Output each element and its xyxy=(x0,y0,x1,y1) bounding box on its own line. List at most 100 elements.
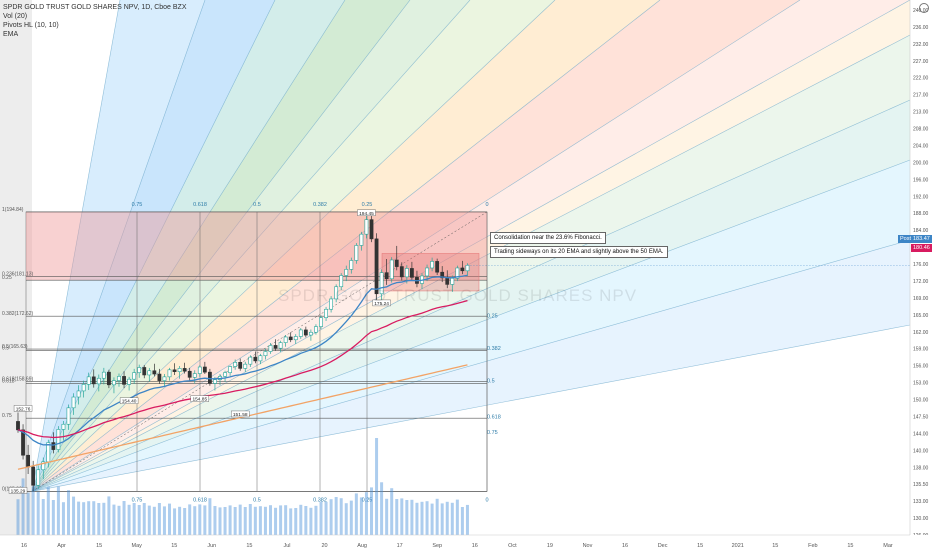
candle-body xyxy=(61,423,66,430)
pivot-label: 194.45 xyxy=(359,211,374,217)
volume-bar xyxy=(435,498,439,535)
fib-fan-line xyxy=(31,0,556,492)
candle-body xyxy=(298,329,303,337)
volume-bar xyxy=(31,486,35,535)
candle-body xyxy=(440,271,445,279)
x-tick-label: 17 xyxy=(397,543,403,549)
candle-body xyxy=(243,363,248,369)
volume-bar xyxy=(455,499,459,535)
fib-time-label-bottom: 0 xyxy=(485,497,488,503)
volume-bar xyxy=(450,502,454,535)
fib-fan-line xyxy=(31,0,346,492)
pivot-label: 154.40 xyxy=(122,399,137,405)
candle-body xyxy=(36,469,41,486)
fib-fan-line xyxy=(31,0,801,492)
y-tick-label: 138.00 xyxy=(913,465,929,471)
consolidation-box xyxy=(381,253,480,292)
annotation-ema: Trading sideways on its 20 EMA and sligh… xyxy=(490,246,668,258)
volume-bar xyxy=(36,491,40,535)
volume-bar xyxy=(112,504,116,535)
fib-time-label: 0 xyxy=(485,202,488,208)
volume-bar xyxy=(258,506,262,535)
fib-fan xyxy=(0,0,911,535)
candle-body xyxy=(389,259,394,280)
candle-body xyxy=(41,461,46,471)
fib-time-label: 0.75 xyxy=(132,202,143,208)
fib-time-label: 0.618 xyxy=(193,202,207,208)
candle-body xyxy=(258,355,263,362)
volume-bar xyxy=(248,504,252,535)
y-tick-label: 162.00 xyxy=(913,330,929,336)
candle-body xyxy=(344,269,349,276)
x-tick-label: May xyxy=(132,543,143,549)
candle-body xyxy=(182,368,187,372)
x-tick-label: Nov xyxy=(583,543,593,549)
fib-left-band xyxy=(0,0,32,535)
candle-body xyxy=(132,372,137,380)
chart-legend: SPDR GOLD TRUST GOLD SHARES NPV, 1D, Cbo… xyxy=(3,3,186,39)
candle-body xyxy=(329,298,334,310)
fib-level-label: 0.382(172.62) xyxy=(2,311,33,317)
candle-body xyxy=(223,372,227,377)
volume-bar xyxy=(203,505,207,535)
volume-bar xyxy=(77,501,81,535)
candle-body xyxy=(238,361,243,369)
pivot-label: 135.29 xyxy=(11,488,26,494)
pivot-label: 152.76 xyxy=(16,406,31,412)
candle-body xyxy=(127,378,132,385)
x-tick-label: 16 xyxy=(622,543,628,549)
pivot-label-box xyxy=(357,209,376,216)
symbol-watermark: SPDR GOLD TRUST GOLD SHARES NPV xyxy=(278,286,638,305)
volume-bar xyxy=(405,500,409,535)
candle-body xyxy=(213,379,217,384)
candle-body xyxy=(157,373,162,381)
fib-time-label: 0.382 xyxy=(313,202,327,208)
candle-body xyxy=(399,266,404,278)
volume-bar xyxy=(208,498,212,535)
settings-gear-icon[interactable] xyxy=(919,3,929,13)
volume-bar xyxy=(147,505,151,535)
volume-bar xyxy=(420,501,424,535)
pivot-label: 154.85 xyxy=(192,397,207,403)
fib-level-label: 0.236(181.13) xyxy=(2,271,33,277)
volume-bar xyxy=(56,486,60,535)
x-tick-label: 15 xyxy=(171,543,177,549)
candle-body xyxy=(71,396,76,409)
volume-bar xyxy=(269,505,272,535)
candle-body xyxy=(233,361,238,367)
fib-fan-line xyxy=(31,324,911,492)
y-tick-label: 172.00 xyxy=(913,279,929,285)
candle-body xyxy=(334,286,339,300)
ema-price-tag: 180.46 xyxy=(911,244,932,252)
fan-ratio-label: 0.382 xyxy=(487,346,501,352)
fib-fan-line xyxy=(31,0,206,492)
volume-bar xyxy=(173,508,177,535)
fan-ratio-label: 0.5 xyxy=(487,378,495,384)
x-tick-label: 16 xyxy=(21,543,27,549)
volume-bar xyxy=(87,501,91,535)
volume-bar xyxy=(102,502,106,535)
fib-fan-line xyxy=(31,239,911,492)
y-tick-label: 188.00 xyxy=(913,211,929,217)
volume-bar xyxy=(359,497,363,535)
fib-time-label-bottom: 0.75 xyxy=(132,497,143,503)
volume-bar xyxy=(16,499,20,535)
volume-bar xyxy=(279,505,283,535)
candle-body xyxy=(324,308,328,319)
candle-body xyxy=(152,370,157,375)
ema-50-line xyxy=(17,299,468,439)
pivot-label-box xyxy=(8,487,28,494)
y-tick-label: 140.00 xyxy=(913,448,929,454)
candle-body xyxy=(162,376,167,381)
volume-bar xyxy=(188,504,192,535)
volume-bar xyxy=(349,500,353,535)
candle-body xyxy=(293,336,298,341)
volume-bar xyxy=(233,507,237,535)
candle-body xyxy=(359,233,364,246)
y-tick-label: 227.00 xyxy=(913,59,929,65)
volume-bar xyxy=(142,503,146,535)
volume-bar xyxy=(314,505,318,535)
volume-bar xyxy=(218,507,222,535)
fib-time-label: 0.25 xyxy=(362,202,373,208)
